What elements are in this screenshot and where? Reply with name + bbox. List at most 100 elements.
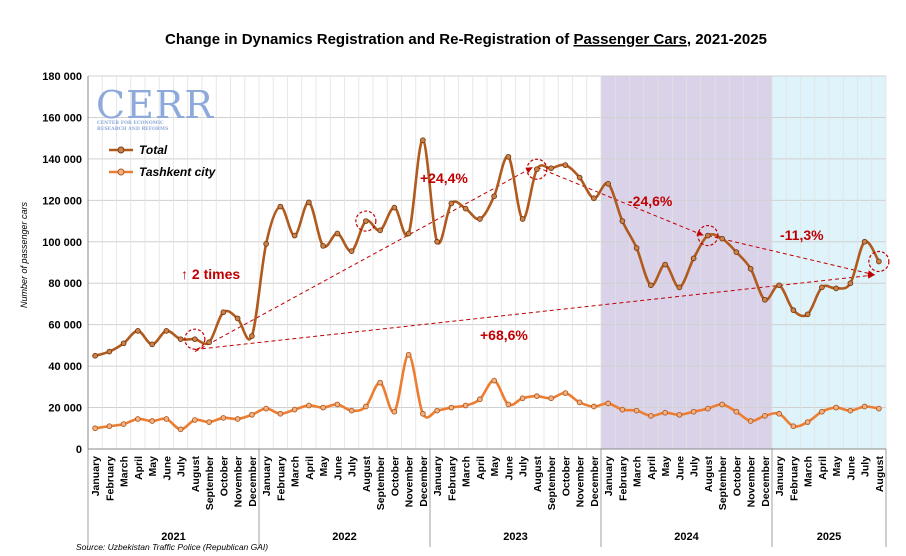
data-point — [377, 227, 383, 234]
data-point — [747, 418, 754, 424]
data-point — [605, 180, 611, 187]
x-tick-label: October — [731, 456, 743, 496]
data-point — [277, 203, 284, 210]
x-tick-label: August — [703, 456, 715, 493]
data-point — [747, 265, 754, 272]
data-point — [548, 395, 554, 402]
data-point — [648, 412, 654, 419]
data-point — [548, 165, 554, 172]
x-tick-label: March — [290, 456, 302, 487]
x-tick-label: August — [361, 456, 373, 493]
data-point — [177, 426, 184, 433]
data-point — [220, 309, 227, 316]
data-point — [505, 153, 512, 160]
x-tick-label: April — [304, 456, 316, 480]
x-tick-label: January — [603, 456, 615, 496]
data-point — [676, 284, 683, 291]
data-point — [491, 377, 497, 384]
data-point — [491, 193, 497, 200]
data-point — [135, 328, 141, 334]
data-point — [377, 379, 383, 386]
x-tick-label: November — [233, 456, 245, 507]
data-point — [263, 241, 269, 247]
x-tick-label: December — [418, 456, 430, 507]
data-point — [192, 336, 198, 343]
data-point — [477, 396, 483, 403]
y-tick-label: 120 000 — [42, 195, 82, 207]
data-point — [719, 401, 725, 408]
data-point — [776, 410, 782, 417]
y-tick-label: 140 000 — [42, 154, 82, 166]
data-point — [790, 423, 797, 430]
data-point — [662, 409, 668, 416]
x-tick-label: March — [632, 456, 644, 487]
data-point — [434, 238, 440, 245]
data-point — [420, 137, 426, 144]
highlight-circle — [184, 328, 206, 350]
data-point — [306, 199, 312, 206]
data-point — [633, 407, 640, 414]
data-point — [163, 328, 170, 334]
annotation-label: +24,4% — [420, 170, 468, 186]
data-point — [705, 405, 711, 412]
x-tick-label: April — [817, 456, 829, 480]
data-point — [733, 408, 740, 415]
data-point — [847, 280, 854, 287]
annotation-label: -11,3% — [780, 227, 824, 243]
data-point — [291, 406, 298, 413]
data-point — [177, 336, 184, 343]
x-tick-label: May — [147, 456, 159, 477]
data-point — [876, 258, 882, 265]
data-point — [819, 408, 825, 415]
x-tick-label: July — [689, 456, 701, 477]
x-tick-label: July — [518, 456, 530, 477]
annotation-label: +68,6% — [480, 327, 528, 343]
data-point — [462, 402, 469, 409]
x-tick-label: October — [389, 456, 401, 496]
data-point — [776, 282, 782, 289]
annotation-label: ↑ 2 times — [181, 266, 240, 282]
x-tick-label: September — [546, 456, 558, 510]
data-point — [591, 195, 597, 202]
x-tick-label: January — [432, 456, 444, 496]
legend-item-total: Total — [109, 143, 168, 157]
data-point — [562, 162, 569, 168]
data-point — [135, 416, 141, 422]
y-tick-label: 80 000 — [48, 278, 82, 290]
data-point — [676, 411, 683, 418]
data-point — [762, 296, 768, 303]
data-point — [633, 245, 640, 251]
legend-item-tashkent: Tashkent city — [109, 165, 217, 179]
data-point — [320, 243, 326, 249]
y-tick-label: 0 — [76, 444, 82, 456]
data-point — [263, 405, 269, 412]
svg-text:RESEARCH AND REFORMS: RESEARCH AND REFORMS — [97, 126, 169, 132]
data-point — [519, 216, 526, 222]
data-point — [576, 399, 583, 406]
data-point — [249, 333, 255, 339]
y-tick-label: 60 000 — [48, 320, 82, 332]
data-point — [391, 408, 398, 415]
data-point — [92, 425, 98, 432]
trend-arrow-0 — [194, 166, 534, 353]
data-point — [106, 348, 113, 355]
source-note: Source: Uzbekistan Traffic Police (Repub… — [76, 542, 268, 552]
x-tick-label: March — [803, 456, 815, 487]
data-point — [861, 403, 868, 410]
data-point — [106, 423, 113, 430]
x-tick-label: March — [461, 456, 473, 487]
x-tick-label: August — [874, 456, 886, 493]
x-axis: January February March April May June July Augu… — [87, 449, 887, 547]
x-tick-label: December — [760, 456, 772, 507]
data-point — [804, 311, 811, 318]
data-point — [833, 404, 839, 411]
data-point — [434, 407, 440, 414]
data-point — [762, 412, 768, 419]
x-tick-label: February — [104, 456, 116, 501]
x-tick-label: February — [617, 456, 629, 501]
svg-text:Tashkent city: Tashkent city — [139, 165, 217, 179]
x-tick-label: October — [218, 456, 230, 496]
data-point — [719, 235, 725, 242]
data-point — [348, 407, 355, 414]
svg-text:CERR: CERR — [96, 83, 214, 127]
